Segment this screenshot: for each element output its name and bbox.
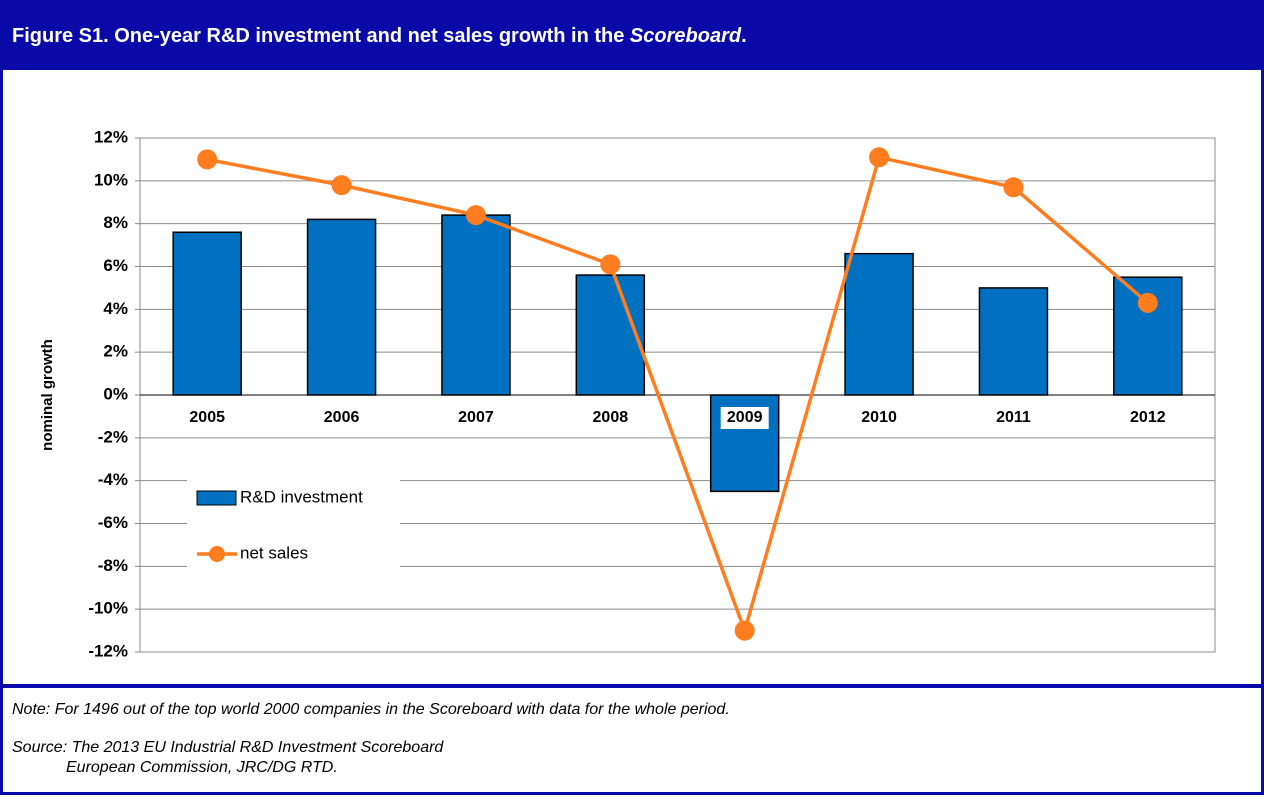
y-tick-label: 12% <box>94 127 128 146</box>
y-tick-label: -4% <box>98 470 128 489</box>
marker <box>197 149 218 170</box>
legend-swatch <box>196 490 237 506</box>
source-line: Source: The 2013 EU Industrial R&D Inves… <box>12 739 444 756</box>
x-tick-label: 2008 <box>593 409 629 426</box>
y-tick-label: -6% <box>98 513 128 532</box>
y-tick-label: -8% <box>98 556 128 575</box>
marker <box>1003 177 1024 198</box>
marker <box>600 254 621 275</box>
bar <box>172 231 242 396</box>
x-tick-label: 2010 <box>861 409 897 426</box>
x-tick-label: 2009 <box>727 409 763 426</box>
legend: R&D investment net sales <box>187 467 400 569</box>
y-tick-label: 0% <box>103 384 128 403</box>
x-tick-label: 2007 <box>458 409 494 426</box>
plot: -12% -10% -8% -6% -4% -2% 0% 2% 4% 6% 8% 10% 12% 2005… <box>88 127 1216 660</box>
y-tick-label: 4% <box>103 299 128 318</box>
title-part: . <box>741 25 747 47</box>
bar <box>306 218 377 396</box>
line <box>206 155 1149 637</box>
header-band <box>0 0 1264 70</box>
legend-label: net sales <box>240 543 308 562</box>
bar <box>441 214 511 396</box>
source-line: European Commission, JRC/DG RTD. <box>66 759 338 776</box>
y-tick-label: -10% <box>88 599 128 618</box>
title-part: Figure S1. One-year R&D investment and n… <box>12 25 630 47</box>
y-tick-label: 6% <box>103 256 128 275</box>
note: Note: For 1496 out of the top world 2000… <box>12 701 730 718</box>
y-tick-label: 8% <box>103 213 128 232</box>
x-tick-label: 2005 <box>189 409 225 426</box>
x-label-bg <box>720 407 769 429</box>
marker <box>734 620 755 641</box>
x-tick-label: 2011 <box>996 409 1031 426</box>
bar <box>844 252 914 396</box>
y-tick-label: 10% <box>94 170 128 189</box>
y-tick-label: -2% <box>98 427 128 446</box>
x-tick-label: 2006 <box>324 409 360 426</box>
marker <box>869 147 890 168</box>
x-tick-label: 2012 <box>1130 409 1166 426</box>
y-tick-label: 2% <box>103 342 128 361</box>
marker <box>465 205 486 226</box>
legend-marker <box>209 546 225 562</box>
bar <box>575 274 646 396</box>
chart-title: Figure S1. One-year R&D investment and n… <box>12 25 747 47</box>
title-part: Scoreboard <box>630 25 742 47</box>
y-tick-label: -12% <box>88 641 128 660</box>
marker <box>1137 292 1158 313</box>
marker <box>331 175 352 196</box>
bar <box>978 287 1049 396</box>
legend-label: R&D investment <box>240 487 363 506</box>
y-axis-label: nominal growth <box>39 339 56 451</box>
